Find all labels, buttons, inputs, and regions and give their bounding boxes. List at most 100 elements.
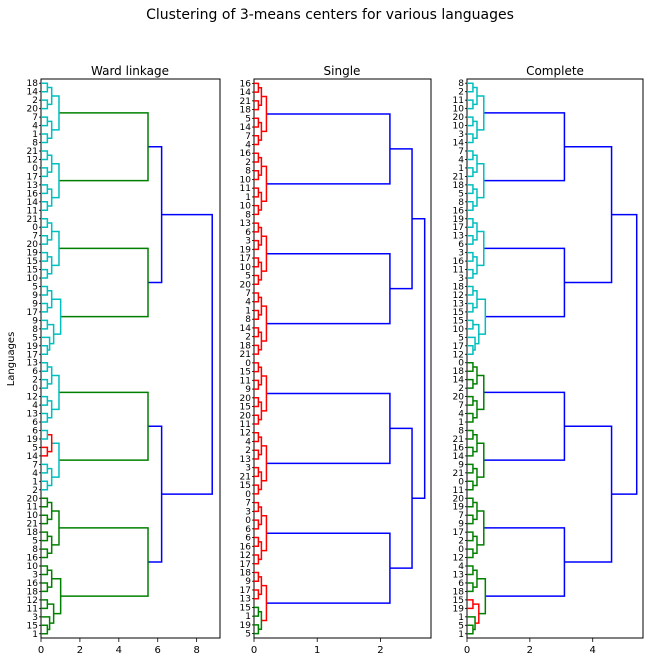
complete-leaf-label: 19 (453, 604, 465, 614)
complete-link (467, 548, 474, 559)
ward-link (47, 323, 55, 345)
complete-link (472, 366, 478, 385)
ward-x-tick-label: 6 (155, 645, 161, 656)
single-link (261, 235, 268, 272)
single-leaf-label: 10 (240, 175, 252, 185)
single-link (258, 471, 263, 491)
complete-link (483, 112, 566, 182)
single-link (261, 165, 268, 203)
complete-leaf-label: 18 (453, 367, 465, 377)
single-link (258, 576, 263, 596)
complete-leaf-label: 12 (453, 291, 464, 301)
single-leaf-label: 12 (240, 551, 251, 561)
single-link (254, 414, 260, 425)
ward-leaf-label: 18 (27, 79, 39, 89)
single-leaf-label: 3 (245, 237, 251, 247)
ward-leaf-label: 20 (27, 494, 39, 504)
complete-leaf-label: 10 (453, 105, 465, 115)
complete-link (467, 378, 474, 389)
complete-leaf-label: 18 (453, 587, 465, 597)
ward-leaf-label: 0 (32, 164, 38, 174)
ward-link (47, 222, 53, 241)
complete-leaf-label: 13 (453, 232, 464, 242)
complete-link (467, 319, 474, 330)
ward-leaf-label: 13 (27, 359, 38, 369)
complete-leaf-label: 12 (453, 554, 464, 564)
single-leaf-label: 8 (245, 210, 251, 220)
complete-link (467, 616, 476, 631)
complete-leaf-label: 13 (453, 570, 464, 580)
complete-link (467, 599, 474, 610)
ward-link (51, 442, 60, 478)
ward-leaf-label: 0 (32, 384, 38, 394)
single-leaf-label: 18 (240, 568, 252, 578)
complete-leaf-label: 15 (453, 316, 464, 326)
complete-leaf-label: 21 (453, 435, 464, 445)
ward-link (41, 116, 49, 127)
complete-leaf-label: 16 (453, 443, 465, 453)
ward-leaf-label: 14 (27, 452, 39, 462)
single-link (258, 86, 263, 106)
ward-leaf-label: 15 (27, 621, 38, 631)
complete-link (472, 603, 480, 624)
complete-link (476, 442, 485, 478)
single-leaf-label: 7 (245, 132, 251, 142)
ward-leaf-label: 8 (32, 139, 38, 149)
ward-link (41, 218, 49, 228)
complete-leaf-label: 17 (453, 342, 464, 352)
single-link (258, 121, 263, 141)
complete-leaf-label: 11 (453, 266, 464, 276)
complete-leaf-label: 2 (458, 537, 464, 547)
complete-link (564, 146, 613, 284)
complete-leaf-label: 0 (458, 359, 464, 369)
ward-link (47, 289, 53, 309)
complete-leaf-label: 0 (458, 477, 464, 487)
ward-link (41, 302, 49, 313)
complete-link (467, 201, 474, 212)
complete-leaf-label: 14 (453, 452, 465, 462)
single-leaf-label: 4 (245, 298, 251, 308)
complete-leaf-label: 4 (458, 562, 464, 572)
single-leaf-label: 21 (240, 350, 251, 360)
complete-leaf-label: 19 (453, 215, 465, 225)
complete-link (472, 323, 480, 345)
ward-leaf-label: 6 (32, 426, 38, 436)
ward-leaf-label: 7 (32, 460, 38, 470)
ward-leaf-label: 20 (27, 105, 39, 115)
complete-leaf-label: 15 (453, 596, 464, 606)
ward-leaf-label: 5 (32, 333, 38, 343)
complete-link (472, 188, 478, 207)
ward-leaf-label: 10 (27, 562, 39, 572)
ward-link (47, 433, 53, 453)
complete-leaf-label: 1 (458, 613, 464, 623)
complete-leaf-label: 17 (453, 528, 464, 538)
complete-link (467, 480, 474, 491)
ward-leaf-label: 8 (32, 545, 38, 555)
single-link (254, 624, 260, 635)
ward-leaf-label: 12 (27, 596, 38, 606)
single-leaf-label: 2 (245, 333, 251, 343)
single-link (254, 362, 260, 373)
single-link (266, 252, 391, 325)
ward-link (51, 162, 60, 199)
ward-leaf-label: 13 (27, 181, 38, 191)
single-leaf-label: 2 (245, 158, 251, 168)
ward-leaf-label: 16 (27, 189, 39, 199)
ward-link (148, 425, 163, 563)
ward-link (47, 569, 53, 588)
complete-leaf-label: 16 (453, 257, 465, 267)
complete-leaf-label: 5 (458, 189, 464, 199)
ward-leaf-label: 18 (27, 528, 39, 538)
complete-leaf-label: 3 (458, 274, 464, 284)
single-leaf-label: 19 (240, 245, 252, 255)
ward-link (41, 251, 49, 262)
single-link (258, 191, 263, 211)
single-link (254, 606, 260, 617)
single-link (258, 506, 263, 526)
complete-leaf-label: 11 (453, 96, 464, 106)
ward-link (58, 391, 149, 461)
ward-leaf-label: 18 (27, 587, 39, 597)
single-link (254, 379, 260, 390)
single-leaf-label: 15 (240, 403, 251, 413)
ward-link (41, 99, 49, 110)
